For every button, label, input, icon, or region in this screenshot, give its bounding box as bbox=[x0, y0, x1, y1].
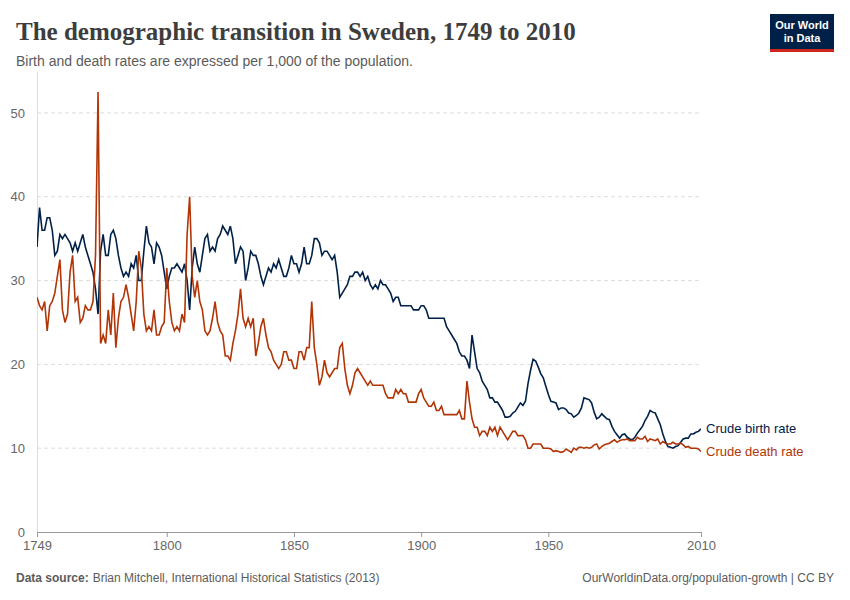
source-label: Data source: bbox=[16, 571, 89, 585]
x-tick-label: 2010 bbox=[687, 538, 716, 553]
y-tick-label: 20 bbox=[11, 357, 25, 372]
y-tick-label: 40 bbox=[11, 189, 25, 204]
y-tick: 30 bbox=[11, 273, 37, 288]
source: Data source: Brian Mitchell, Internationa… bbox=[16, 571, 379, 585]
logo-text: in Data bbox=[784, 32, 822, 44]
plot-area bbox=[37, 92, 701, 452]
y-tick: 50 bbox=[11, 106, 37, 121]
series-label: Crude birth rate bbox=[706, 421, 796, 436]
series-line bbox=[37, 92, 701, 452]
x-tick-mark bbox=[294, 532, 295, 537]
x-tick-mark bbox=[421, 532, 422, 537]
logo: Our Worldin Data bbox=[770, 14, 834, 52]
x-tick-mark bbox=[37, 532, 38, 537]
x-tick: 1900 bbox=[407, 532, 436, 553]
x-tick-label: 1900 bbox=[407, 538, 436, 553]
x-tick: 1749 bbox=[23, 532, 52, 553]
y-tick-label: 10 bbox=[11, 441, 25, 456]
chart-svg: The demographic transition in Sweden, 17… bbox=[0, 0, 850, 600]
x-tick-mark bbox=[167, 532, 168, 537]
x-tick-mark bbox=[701, 532, 702, 537]
grid-line bbox=[37, 112, 701, 113]
y-tick: 20 bbox=[11, 357, 37, 372]
y-tick-label: 30 bbox=[11, 273, 25, 288]
grid-line bbox=[37, 364, 701, 365]
y-axis: 01020304050 bbox=[11, 72, 38, 540]
series-line bbox=[37, 208, 701, 449]
x-tick: 1850 bbox=[280, 532, 309, 553]
x-axis: 1749 1800 1850 1900 1950 2010 bbox=[23, 532, 716, 553]
x-tick-label: 1850 bbox=[280, 538, 309, 553]
footer-right: OurWorldinData.org/population-growth | C… bbox=[582, 571, 834, 585]
title: The demographic transition in Sweden, 17… bbox=[16, 18, 576, 45]
series-label: Crude death rate bbox=[706, 444, 804, 459]
x-tick: 2010 bbox=[687, 532, 716, 553]
y-tick: 10 bbox=[11, 441, 37, 456]
y-tick: 40 bbox=[11, 189, 37, 204]
subtitle: Birth and death rates are expressed per … bbox=[16, 53, 413, 69]
x-tick-label: 1800 bbox=[153, 538, 182, 553]
logo-underline bbox=[770, 49, 834, 52]
source-text: Brian Mitchell, International Historical… bbox=[93, 571, 380, 585]
grid-line bbox=[37, 196, 701, 197]
x-tick-label: 1950 bbox=[534, 538, 563, 553]
x-axis-line bbox=[38, 533, 702, 538]
logo-box bbox=[770, 14, 834, 52]
x-tick: 1950 bbox=[534, 532, 563, 553]
logo-text: Our World bbox=[775, 19, 829, 31]
x-tick: 1800 bbox=[153, 532, 182, 553]
y-tick-label: 50 bbox=[11, 106, 25, 121]
x-tick-mark bbox=[548, 532, 549, 537]
x-tick-label: 1749 bbox=[23, 538, 52, 553]
